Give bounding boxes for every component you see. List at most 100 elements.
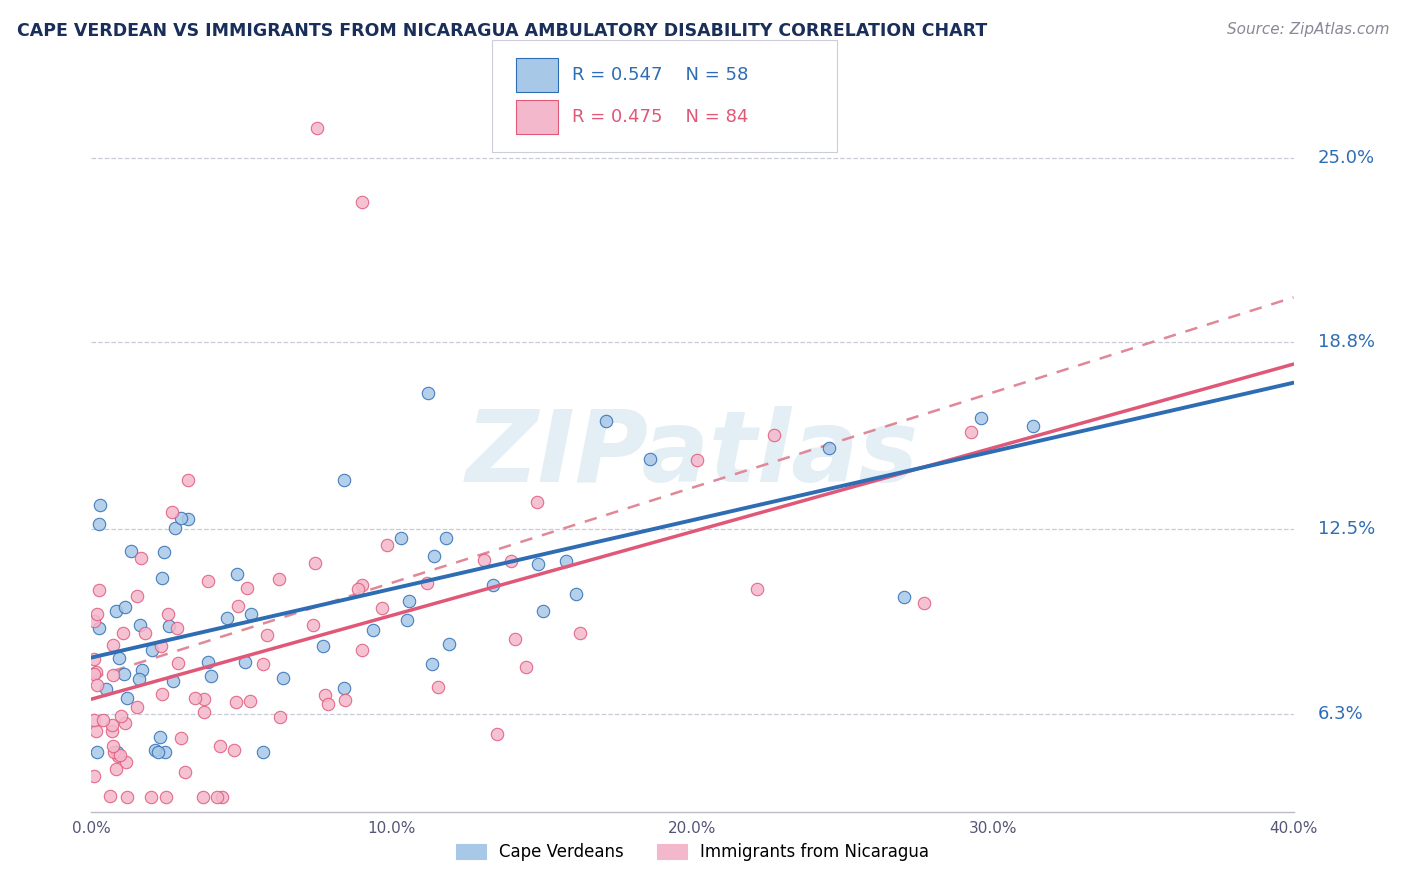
Point — [215, 611, 238, 625]
Point — [176, 473, 198, 487]
Point — [101, 639, 124, 653]
Point — [139, 789, 162, 804]
Point — [110, 748, 132, 763]
Point — [193, 705, 215, 719]
Point — [350, 643, 373, 657]
Point — [420, 657, 443, 672]
Point — [153, 745, 176, 759]
Point — [89, 621, 111, 635]
Point — [209, 739, 232, 753]
Point — [371, 600, 394, 615]
Point — [482, 578, 505, 592]
Legend: Cape Verdeans, Immigrants from Nicaragua: Cape Verdeans, Immigrants from Nicaragua — [449, 837, 936, 868]
Point — [269, 709, 291, 723]
Point — [239, 694, 262, 708]
Point — [239, 607, 262, 621]
Point — [252, 745, 274, 759]
Point — [101, 717, 124, 731]
Point — [970, 411, 993, 425]
Point — [434, 531, 457, 545]
Point — [305, 120, 328, 135]
Point — [499, 554, 522, 568]
Point — [474, 552, 496, 566]
Point — [115, 755, 138, 769]
Point — [146, 745, 169, 759]
Point — [395, 613, 418, 627]
Text: 18.8%: 18.8% — [1317, 333, 1375, 351]
Point — [143, 742, 166, 756]
Point — [110, 709, 132, 723]
Point — [129, 618, 152, 632]
Point — [149, 731, 172, 745]
Point — [269, 573, 291, 587]
Point — [112, 625, 135, 640]
Point — [87, 517, 110, 532]
Point — [486, 727, 509, 741]
Point — [893, 591, 915, 605]
Text: Source: ZipAtlas.com: Source: ZipAtlas.com — [1226, 22, 1389, 37]
Point — [91, 714, 114, 728]
Point — [167, 657, 190, 671]
Point — [84, 723, 107, 738]
Point — [83, 713, 105, 727]
Point — [177, 512, 200, 526]
Point — [150, 639, 173, 653]
Point — [236, 581, 259, 595]
Point — [141, 643, 163, 657]
Point — [225, 695, 247, 709]
Point — [191, 789, 214, 804]
Point — [157, 618, 180, 632]
Point — [83, 614, 105, 628]
Point — [86, 745, 108, 759]
Point — [427, 680, 450, 694]
Point — [108, 650, 131, 665]
Point — [98, 789, 121, 803]
Point — [304, 556, 326, 570]
Point — [103, 668, 125, 682]
Point — [197, 655, 219, 669]
Point — [104, 604, 127, 618]
Point — [114, 716, 136, 731]
Point — [105, 745, 128, 759]
Point — [125, 590, 148, 604]
Point — [416, 386, 439, 401]
Point — [101, 739, 124, 754]
Point — [555, 553, 578, 567]
Point — [745, 582, 768, 596]
Point — [174, 764, 197, 779]
Point — [389, 531, 412, 545]
Point — [128, 672, 150, 686]
Point — [638, 452, 661, 467]
Point — [103, 746, 125, 760]
Point — [83, 652, 105, 666]
Point — [160, 505, 183, 519]
Point — [131, 663, 153, 677]
Point — [129, 551, 152, 566]
Point — [226, 566, 249, 581]
Point — [316, 698, 339, 712]
Point — [505, 632, 527, 646]
Point — [157, 607, 180, 622]
Point — [112, 667, 135, 681]
Point — [200, 669, 222, 683]
Point — [89, 583, 111, 598]
Point — [222, 743, 245, 757]
Point — [211, 789, 233, 804]
Point — [333, 681, 356, 696]
Point — [350, 195, 373, 210]
Point — [332, 473, 354, 487]
Point — [350, 577, 373, 591]
Text: 25.0%: 25.0% — [1317, 149, 1375, 167]
Point — [83, 769, 105, 783]
Point — [127, 700, 149, 714]
Point — [100, 723, 122, 738]
Point — [527, 557, 550, 571]
Point — [183, 690, 205, 705]
Point — [1021, 418, 1043, 433]
Point — [312, 639, 335, 653]
Point — [114, 600, 136, 615]
Point — [437, 637, 460, 651]
Point — [86, 678, 108, 692]
Point — [166, 621, 188, 635]
Point — [347, 582, 370, 597]
